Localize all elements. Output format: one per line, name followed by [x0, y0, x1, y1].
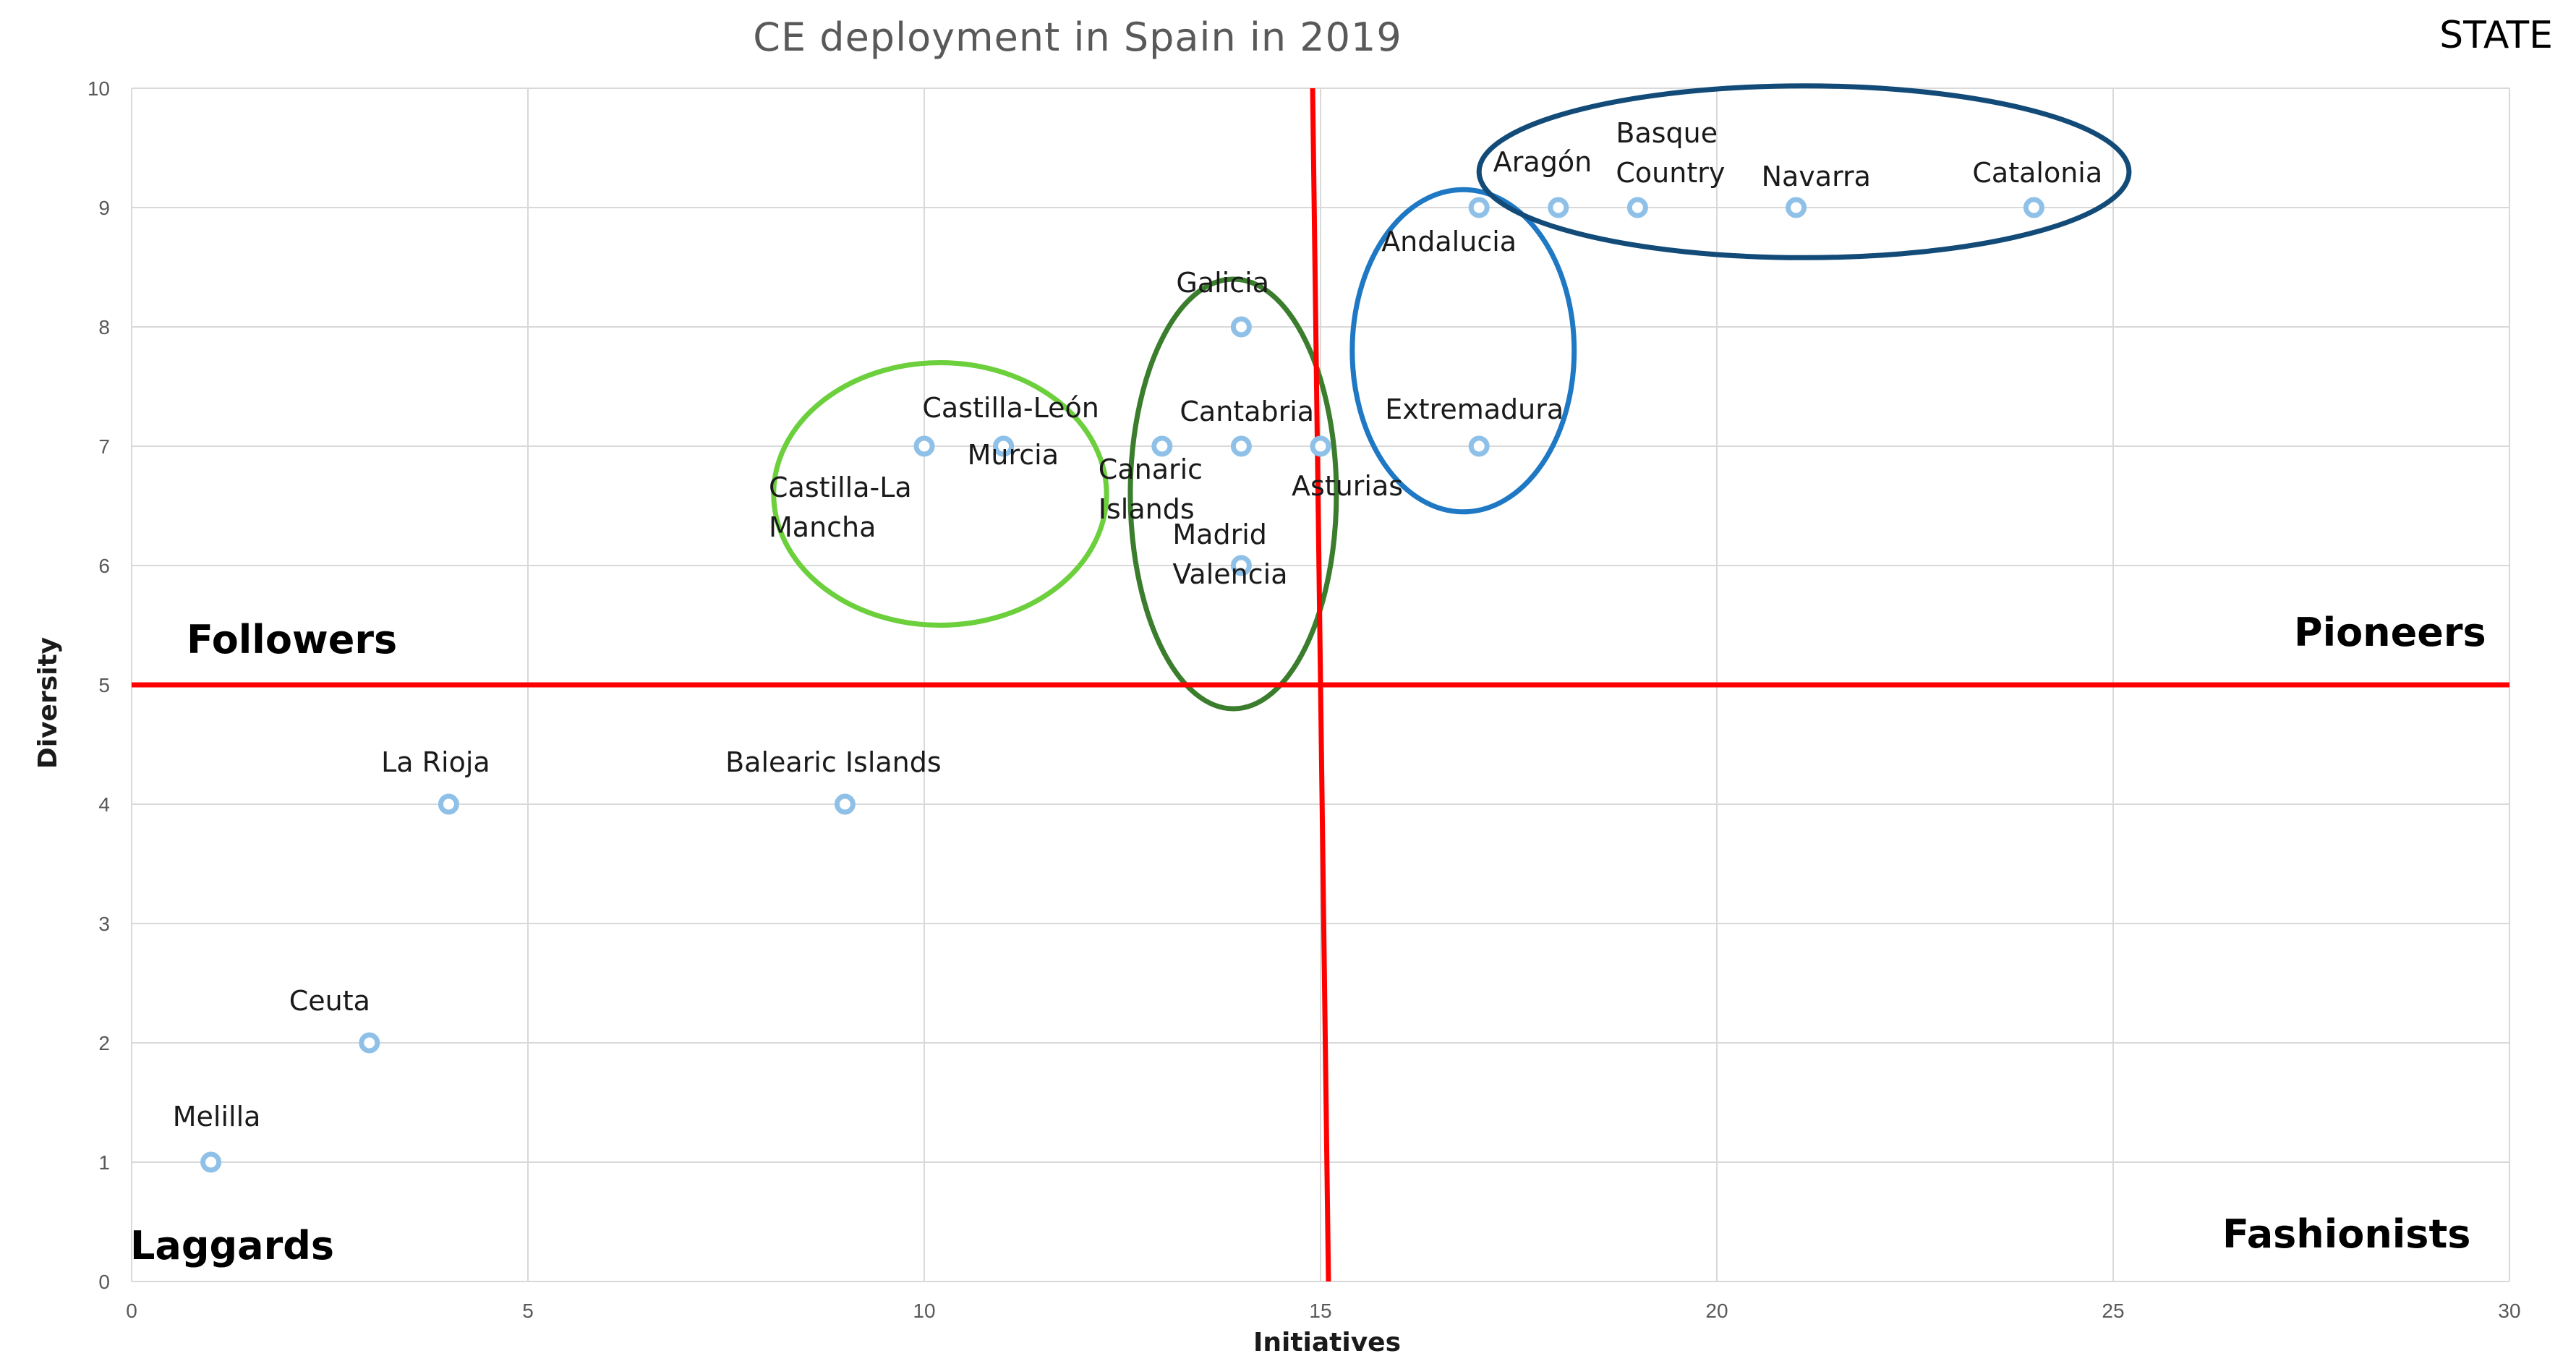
point-label: Castilla-León — [922, 392, 1099, 424]
data-point — [993, 435, 1015, 457]
point-label: Aragón — [1493, 146, 1592, 178]
y-tick-label: 5 — [98, 674, 110, 696]
data-point — [1151, 435, 1173, 457]
x-tick-label: 5 — [522, 1300, 534, 1322]
quadrant-followers: Followers — [187, 617, 397, 662]
x-axis-title: Initiatives — [1253, 1328, 1401, 1357]
point-label: Extremadura — [1385, 393, 1564, 425]
data-point — [834, 793, 856, 815]
point-label: Melilla — [173, 1101, 261, 1133]
data-point — [913, 435, 935, 457]
quadrant-laggards: Laggards — [130, 1223, 334, 1268]
clusters — [771, 83, 2132, 712]
data-point — [1786, 197, 1807, 218]
y-tick-label: 3 — [98, 913, 110, 935]
point-label: Ceuta — [289, 985, 370, 1017]
y-tick-label: 2 — [98, 1032, 110, 1054]
y-tick-label: 9 — [98, 197, 110, 219]
y-tick-label: 1 — [98, 1151, 110, 1174]
y-axis-title: Diversity — [33, 637, 63, 769]
data-point — [1310, 435, 1331, 457]
data-point — [1230, 316, 1252, 338]
data-point — [200, 1151, 222, 1173]
y-tick-label: 4 — [98, 793, 110, 816]
point-label: Basque Country — [1616, 117, 1725, 189]
x-tick-label: 30 — [2498, 1300, 2520, 1322]
y-tick-label: 6 — [98, 555, 110, 577]
y-tick-label: 0 — [98, 1271, 110, 1293]
point-label: Catalonia — [1972, 157, 2102, 189]
point-label: Andalucia — [1381, 226, 1517, 257]
point-label: Navarra — [1762, 161, 1871, 192]
point-label: Murcia — [968, 439, 1059, 471]
point-label: Cantabria — [1180, 396, 1314, 427]
quadrant-pioneers: Pioneers — [2294, 610, 2486, 655]
dividers — [132, 88, 2509, 1282]
x-tick-label: 20 — [1705, 1300, 1728, 1322]
cluster-andalucia-extremadura-group — [1349, 187, 1577, 515]
data-point — [359, 1032, 380, 1054]
y-tick-label: 7 — [98, 435, 110, 458]
chart-title: CE deployment in Spain in 2019 — [753, 14, 1402, 60]
labels: Melilla Ceuta La Rioja Balearic Islands Cast… — [173, 117, 2102, 1133]
point-label: La Rioja — [381, 746, 490, 778]
data-point — [2023, 197, 2044, 218]
point-label: Galicia — [1176, 267, 1269, 299]
x-tick-label: 15 — [1309, 1300, 1331, 1322]
data-point — [1230, 555, 1252, 576]
data-point — [1468, 197, 1490, 218]
cluster-followers-group — [771, 360, 1109, 628]
x-tick-label: 10 — [913, 1300, 935, 1322]
y-tick-label: 10 — [88, 77, 110, 100]
data-point — [1626, 197, 1648, 218]
y-tick-label: 8 — [98, 316, 110, 338]
corner-label: STATE — [2439, 14, 2553, 57]
ticks: 0 1 2 3 4 5 6 7 8 9 10 0 5 10 15 20 25 30 — [88, 77, 2521, 1322]
data-point — [1548, 197, 1569, 218]
data-point — [438, 793, 459, 815]
point-label: Canaric Islands — [1099, 453, 1203, 525]
cluster-pioneers-group — [1476, 83, 2132, 260]
x-tick-label: 25 — [2102, 1300, 2124, 1322]
point-label: Balearic Islands — [725, 746, 942, 778]
quadrant-fashionists: Fashionists — [2222, 1211, 2470, 1257]
point-label: Asturias — [1292, 470, 1403, 502]
x-tick-label: 0 — [126, 1300, 137, 1322]
cluster-center-group — [1127, 276, 1339, 712]
points — [200, 197, 2044, 1173]
divider-vertical — [1310, 88, 1331, 1282]
data-point — [1468, 435, 1490, 457]
data-point — [1230, 435, 1252, 457]
point-label: Madrid Valencia — [1172, 519, 1287, 590]
point-label: Castilla-La Mancha — [769, 472, 912, 543]
